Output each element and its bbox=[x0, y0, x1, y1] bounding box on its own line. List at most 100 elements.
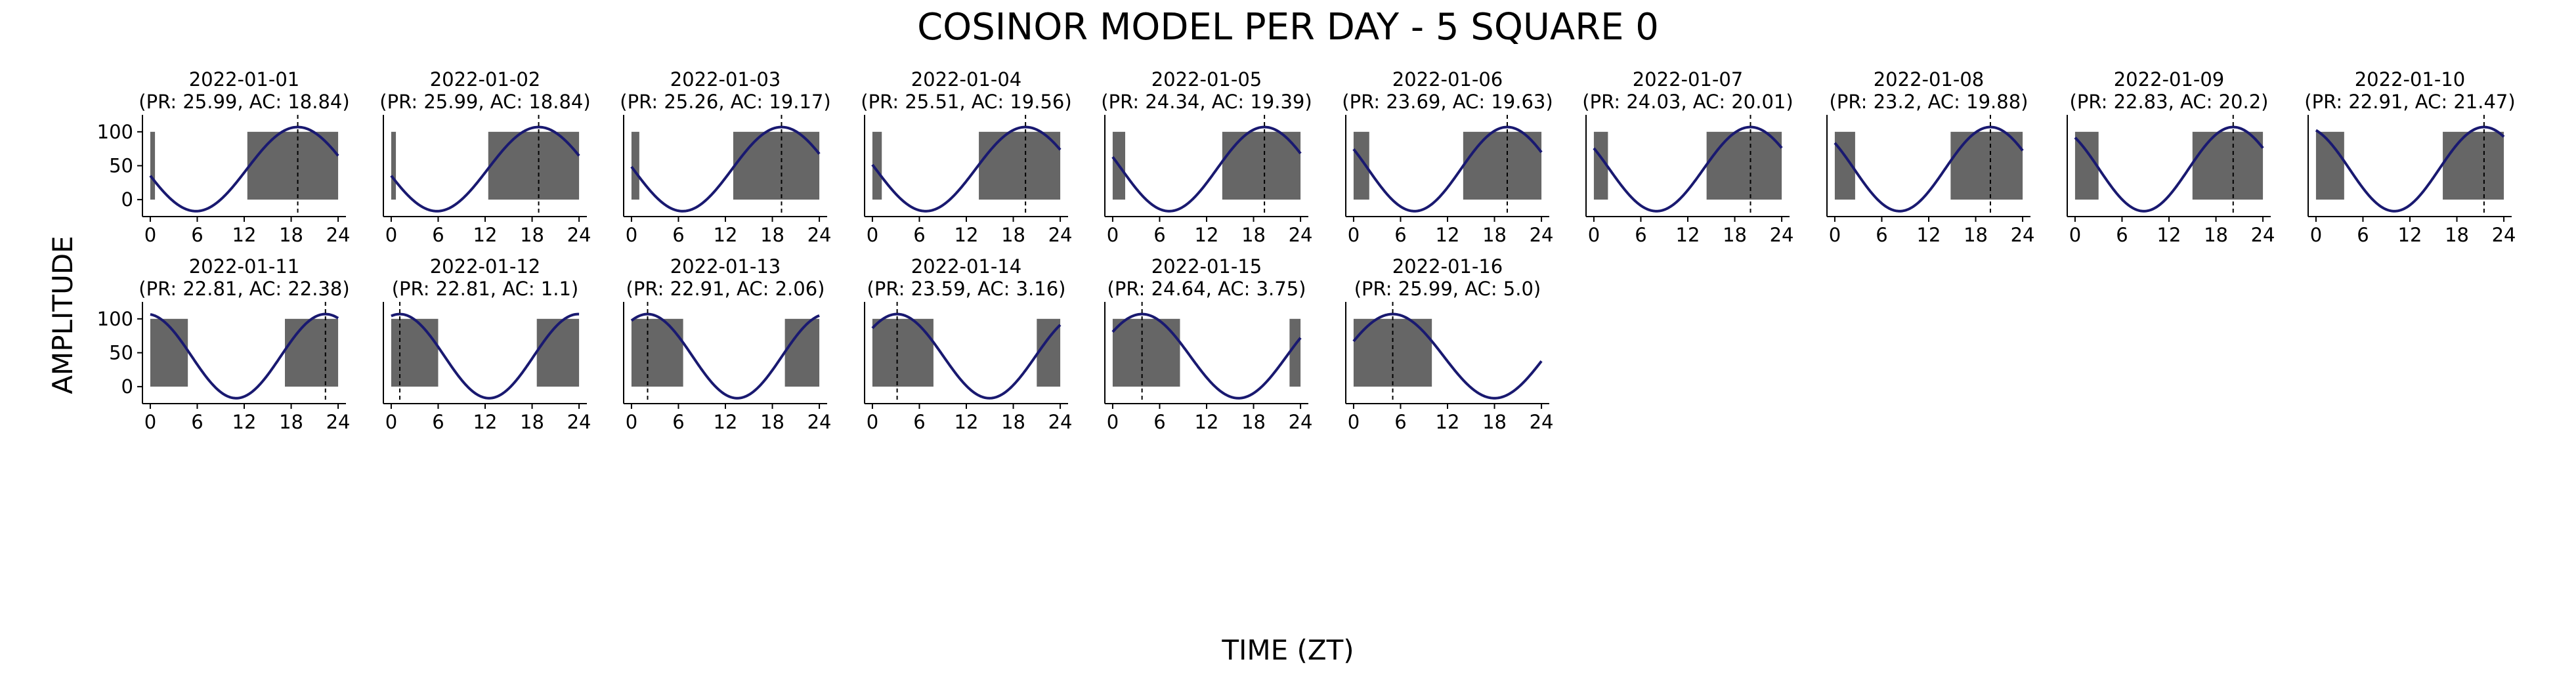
cosinor-curve bbox=[2315, 125, 2505, 213]
cosinor-curve bbox=[630, 312, 820, 400]
x-tick-label: 0 bbox=[385, 411, 397, 433]
x-tick-label: 0 bbox=[1348, 224, 1360, 246]
active-bar bbox=[536, 318, 580, 387]
active-bar bbox=[1593, 131, 1608, 200]
active-bar bbox=[1463, 131, 1542, 200]
x-tick-label: 6 bbox=[672, 411, 684, 433]
cosinor-curve bbox=[630, 125, 821, 213]
x-tick-label: 24 bbox=[2492, 224, 2516, 246]
day-panel: 2022-01-07(PR: 24.03, AC: 20.01) 0 6 12 18 24 bbox=[1582, 68, 1793, 246]
cosinor-curve bbox=[871, 125, 1062, 213]
x-tick-label: 0 bbox=[1107, 224, 1119, 246]
day-panel: 2022-01-09(PR: 22.83, AC: 20.2) 0 6 12 18 24 bbox=[2067, 68, 2275, 246]
panel-date: 2022-01-02 bbox=[430, 68, 541, 91]
active-bar bbox=[979, 131, 1061, 200]
panel-date: 2022-01-13 bbox=[670, 255, 781, 278]
x-tick-label: 6 bbox=[1876, 224, 1887, 246]
x-tick-label: 24 bbox=[807, 411, 832, 433]
active-bar bbox=[488, 131, 580, 200]
cosinor-curve bbox=[1352, 312, 1543, 400]
x-tick-label: 6 bbox=[432, 411, 444, 433]
cosinor-curve bbox=[149, 125, 339, 213]
cosinor-curve bbox=[150, 312, 339, 400]
panel-date: 2022-01-11 bbox=[189, 255, 300, 278]
x-tick-label: 0 bbox=[626, 224, 637, 246]
cosinor-curve bbox=[2074, 125, 2264, 213]
x-tick-label: 18 bbox=[2204, 224, 2228, 246]
day-panel: 2022-01-16(PR: 25.99, AC: 5.0) 0 6 12 18 24 bbox=[1345, 255, 1554, 433]
x-tick-label: 6 bbox=[191, 224, 203, 246]
x-tick-label: 24 bbox=[567, 411, 591, 433]
x-tick-label: 6 bbox=[913, 224, 925, 246]
x-tick-label: 18 bbox=[1723, 224, 1747, 246]
panel-date: 2022-01-04 bbox=[911, 68, 1022, 91]
x-tick-label: 24 bbox=[807, 224, 832, 246]
panel-date: 2022-01-03 bbox=[670, 68, 781, 91]
x-tick-label: 18 bbox=[760, 411, 784, 433]
panel-date: 2022-01-15 bbox=[1151, 255, 1262, 278]
day-panel: 2022-01-10(PR: 22.91, AC: 21.47) 0 6 12 18 24 bbox=[2304, 68, 2516, 246]
x-tick-label: 24 bbox=[1530, 224, 1554, 246]
panel-date: 2022-01-07 bbox=[1633, 68, 1744, 91]
active-bar bbox=[1950, 131, 2023, 200]
x-tick-label: 6 bbox=[1153, 411, 1165, 433]
x-tick-label: 18 bbox=[520, 411, 544, 433]
x-tick-label: 0 bbox=[1107, 411, 1119, 433]
y-tick-label: 0 bbox=[121, 188, 133, 211]
day-panel: 2022-01-03(PR: 25.26, AC: 19.17) 0 6 12 18 24 bbox=[620, 68, 831, 246]
panel-date: 2022-01-14 bbox=[911, 255, 1022, 278]
panel-subtitle: (PR: 22.91, AC: 21.47) bbox=[2304, 91, 2515, 113]
x-tick-label: 24 bbox=[1289, 411, 1313, 433]
panel-subtitle: (PR: 22.81, AC: 22.38) bbox=[139, 278, 349, 300]
x-tick-label: 18 bbox=[1001, 224, 1025, 246]
x-tick-label: 0 bbox=[144, 224, 156, 246]
x-tick-label: 0 bbox=[626, 411, 637, 433]
x-tick-label: 12 bbox=[955, 224, 979, 246]
active-bar bbox=[1353, 131, 1369, 200]
day-panel: 2022-01-06(PR: 23.69, AC: 19.63) 0 6 12 18 24 bbox=[1342, 68, 1553, 246]
active-bar bbox=[631, 131, 639, 200]
x-tick-label: 18 bbox=[760, 224, 784, 246]
panel-date: 2022-01-10 bbox=[2355, 68, 2466, 91]
day-panel: 2022-01-01(PR: 25.99, AC: 18.84) 0 6 12 18 24… bbox=[97, 68, 351, 246]
active-bar bbox=[1289, 318, 1301, 387]
x-tick-label: 12 bbox=[232, 224, 257, 246]
y-tick-label: 100 bbox=[97, 308, 133, 330]
x-tick-label: 6 bbox=[1635, 224, 1646, 246]
panel-subtitle: (PR: 23.2, AC: 19.88) bbox=[1830, 91, 2029, 113]
active-bar bbox=[285, 318, 339, 387]
x-tick-label: 0 bbox=[2310, 224, 2322, 246]
panel-subtitle: (PR: 24.34, AC: 19.39) bbox=[1101, 91, 1312, 113]
x-tick-label: 12 bbox=[955, 411, 979, 433]
panel-subtitle: (PR: 23.69, AC: 19.63) bbox=[1342, 91, 1553, 113]
x-tick-label: 12 bbox=[473, 224, 498, 246]
x-tick-label: 24 bbox=[2011, 224, 2035, 246]
figure-title: COSINOR MODEL PER DAY - 5 SQUARE 0 bbox=[917, 6, 1659, 49]
day-panel: 2022-01-14(PR: 23.59, AC: 3.16) 0 6 12 18 24 bbox=[864, 255, 1073, 433]
x-tick-label: 12 bbox=[2398, 224, 2422, 246]
day-panel: 2022-01-12(PR: 22.81, AC: 1.1) 0 6 12 18 24 bbox=[383, 255, 591, 433]
y-tick-label: 50 bbox=[109, 155, 133, 177]
x-tick-label: 6 bbox=[191, 411, 203, 433]
cosinor-curve bbox=[1352, 125, 1543, 213]
active-bar bbox=[150, 318, 188, 387]
x-tick-label: 18 bbox=[279, 411, 303, 433]
panel-date: 2022-01-01 bbox=[189, 68, 300, 91]
panel-date: 2022-01-12 bbox=[430, 255, 541, 278]
cosinor-curve bbox=[871, 312, 1062, 400]
x-tick-label: 6 bbox=[432, 224, 444, 246]
x-tick-label: 0 bbox=[867, 411, 878, 433]
day-panel: 2022-01-13(PR: 22.91, AC: 2.06) 0 6 12 18 24 bbox=[623, 255, 832, 433]
x-tick-label: 24 bbox=[326, 411, 351, 433]
panel-grid: 2022-01-01(PR: 25.99, AC: 18.84)0 6 12 18 24… bbox=[97, 68, 2516, 433]
panel-subtitle: (PR: 22.81, AC: 1.1) bbox=[392, 278, 579, 300]
x-tick-label: 12 bbox=[1676, 224, 1700, 246]
day-panel: 2022-01-02(PR: 25.99, AC: 18.84) 0 6 12 18 24 bbox=[379, 68, 591, 246]
panel-subtitle: (PR: 25.51, AC: 19.56) bbox=[861, 91, 1071, 113]
x-tick-label: 18 bbox=[1964, 224, 1988, 246]
x-tick-label: 12 bbox=[1436, 224, 1460, 246]
cosinor-curve bbox=[391, 312, 580, 400]
panel-subtitle: (PR: 25.26, AC: 19.17) bbox=[620, 91, 830, 113]
panel-date: 2022-01-09 bbox=[2114, 68, 2225, 91]
active-bar bbox=[1706, 131, 1782, 200]
